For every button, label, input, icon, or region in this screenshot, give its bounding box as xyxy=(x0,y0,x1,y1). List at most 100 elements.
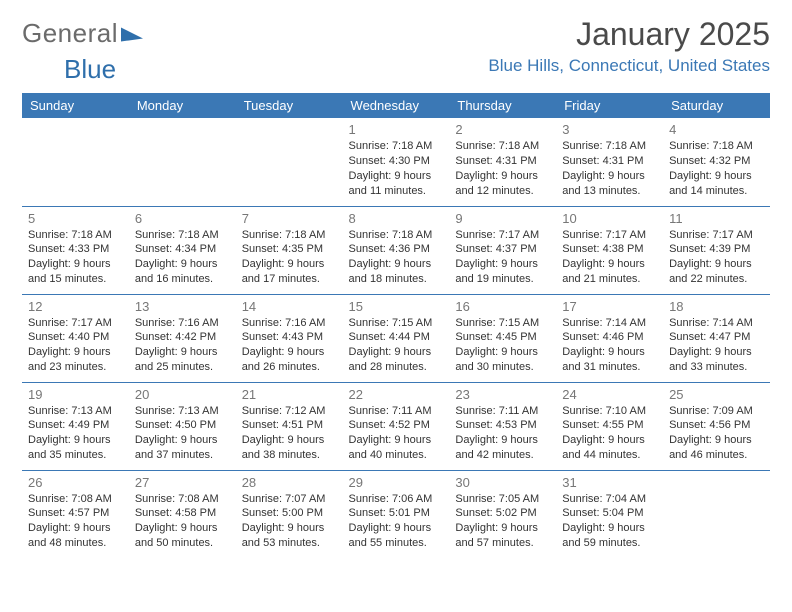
day-number: 16 xyxy=(455,299,550,314)
daylight-line: Daylight: 9 hours and 44 minutes. xyxy=(562,434,645,461)
day-detail: Sunrise: 7:07 AMSunset: 5:00 PMDaylight:… xyxy=(242,492,337,551)
sunset-line: Sunset: 4:57 PM xyxy=(28,507,109,519)
day-number: 20 xyxy=(135,387,230,402)
calendar-day-cell: 30Sunrise: 7:05 AMSunset: 5:02 PMDayligh… xyxy=(449,470,556,558)
logo-text-general: General xyxy=(22,18,118,49)
col-header: Saturday xyxy=(663,93,770,118)
daylight-line: Daylight: 9 hours and 12 minutes. xyxy=(455,170,538,197)
sunrise-line: Sunrise: 7:16 AM xyxy=(135,317,219,329)
sunset-line: Sunset: 4:51 PM xyxy=(242,419,323,431)
sunset-line: Sunset: 4:37 PM xyxy=(455,243,536,255)
daylight-line: Daylight: 9 hours and 55 minutes. xyxy=(349,522,432,549)
calendar-header-row: Sunday Monday Tuesday Wednesday Thursday… xyxy=(22,93,770,118)
sunset-line: Sunset: 5:04 PM xyxy=(562,507,643,519)
sunset-line: Sunset: 4:33 PM xyxy=(28,243,109,255)
title-block: January 2025 Blue Hills, Connecticut, Un… xyxy=(488,18,770,76)
sunrise-line: Sunrise: 7:18 AM xyxy=(135,229,219,241)
day-detail: Sunrise: 7:11 AMSunset: 4:52 PMDaylight:… xyxy=(349,404,444,463)
daylight-line: Daylight: 9 hours and 17 minutes. xyxy=(242,258,325,285)
calendar-day-cell: 18Sunrise: 7:14 AMSunset: 4:47 PMDayligh… xyxy=(663,294,770,382)
sunrise-line: Sunrise: 7:13 AM xyxy=(28,405,112,417)
day-detail: Sunrise: 7:18 AMSunset: 4:33 PMDaylight:… xyxy=(28,228,123,287)
day-number: 26 xyxy=(28,475,123,490)
logo-triangle-icon xyxy=(121,24,143,41)
calendar-week-row: 26 Sunrise: 7:08 AM Sunset: 4:57 PM Dayligh… xyxy=(22,470,770,558)
calendar-day-cell: 3Sunrise: 7:18 AMSunset: 4:31 PMDaylight… xyxy=(556,118,663,206)
sunset-line: Sunset: 4:56 PM xyxy=(669,419,750,431)
day-detail: Sunrise: 7:17 AMSunset: 4:40 PMDaylight:… xyxy=(28,316,123,375)
daylight-line: Daylight: 9 hours and 59 minutes. xyxy=(562,522,645,549)
daylight-line: Daylight: 9 hours and 50 minutes. xyxy=(135,522,218,549)
daylight-line: Daylight: 9 hours and 30 minutes. xyxy=(455,346,538,373)
day-detail: Sunrise: 7:17 AMSunset: 4:37 PMDaylight:… xyxy=(455,228,550,287)
day-detail: Sunrise: 7:10 AMSunset: 4:55 PMDaylight:… xyxy=(562,404,657,463)
sunrise-line: Sunrise: 7:09 AM xyxy=(669,405,753,417)
sunset-line: Sunset: 4:30 PM xyxy=(349,155,430,167)
calendar-day-cell: 12Sunrise: 7:17 AMSunset: 4:40 PMDayligh… xyxy=(22,294,129,382)
day-number: 29 xyxy=(349,475,444,490)
day-number: 27 xyxy=(135,475,230,490)
sunset-line: Sunset: 4:39 PM xyxy=(669,243,750,255)
day-number: 1 xyxy=(349,122,444,137)
day-number: 28 xyxy=(242,475,337,490)
sunrise-line: Sunrise: 7:14 AM xyxy=(562,317,646,329)
sunset-line: Sunset: 5:02 PM xyxy=(455,507,536,519)
day-detail: Sunrise: 7:04 AM Sunset: 5:04 PM Daylight:… xyxy=(562,492,657,551)
day-detail: Sunrise: 7:09 AMSunset: 4:56 PMDaylight:… xyxy=(669,404,764,463)
day-number: 13 xyxy=(135,299,230,314)
daylight-line: Daylight: 9 hours and 28 minutes. xyxy=(349,346,432,373)
day-detail: Sunrise: 7:16 AMSunset: 4:43 PMDaylight:… xyxy=(242,316,337,375)
calendar-day-cell xyxy=(663,470,770,558)
col-header: Friday xyxy=(556,93,663,118)
calendar-day-cell: 20 Sunrise: 7:13 AMSunset: 4:50 PMDayligh… xyxy=(129,382,236,470)
daylight-line: Daylight: 9 hours and 21 minutes. xyxy=(562,258,645,285)
sunrise-line: Sunrise: 7:18 AM xyxy=(242,229,326,241)
calendar-day-cell: 5Sunrise: 7:18 AMSunset: 4:33 PMDaylight… xyxy=(22,206,129,294)
sunrise-line: Sunrise: 7:04 AM xyxy=(562,493,646,505)
sunrise-line: Sunrise: 7:08 AM xyxy=(135,493,219,505)
day-detail: Sunrise: 7:06 AMSunset: 5:01 PMDaylight:… xyxy=(349,492,444,551)
daylight-line: Daylight: 9 hours and 23 minutes. xyxy=(28,346,111,373)
daylight-line: Daylight: 9 hours and 48 minutes. xyxy=(28,522,111,549)
daylight-line: Daylight: 9 hours and 53 minutes. xyxy=(242,522,325,549)
col-header: Wednesday xyxy=(343,93,450,118)
day-number: 31 xyxy=(562,475,657,490)
day-number: 4 xyxy=(669,122,764,137)
calendar-day-cell: 11Sunrise: 7:17 AMSunset: 4:39 PMDayligh… xyxy=(663,206,770,294)
calendar-day-cell: 19Sunrise: 7:13 AMSunset: 4:49 PMDayligh… xyxy=(22,382,129,470)
sunset-line: Sunset: 5:01 PM xyxy=(349,507,430,519)
day-detail: Sunrise: 7:05 AMSunset: 5:02 PMDaylight:… xyxy=(455,492,550,551)
day-detail: Sunrise: 7:13 AMSunset: 4:49 PMDaylight:… xyxy=(28,404,123,463)
sunset-line: Sunset: 4:34 PM xyxy=(135,243,216,255)
sunset-line: Sunset: 4:55 PM xyxy=(562,419,643,431)
sunset-line: Sunset: 4:52 PM xyxy=(349,419,430,431)
day-detail: Sunrise: 7:18 AMSunset: 4:35 PMDaylight:… xyxy=(242,228,337,287)
day-number: 8 xyxy=(349,211,444,226)
day-detail: Sunrise: 7:17 AMSunset: 4:39 PMDaylight:… xyxy=(669,228,764,287)
logo: General xyxy=(22,18,143,49)
calendar-day-cell: 7 Sunrise: 7:18 AMSunset: 4:35 PMDaylight… xyxy=(236,206,343,294)
daylight-line: Daylight: 9 hours and 57 minutes. xyxy=(455,522,538,549)
sunrise-line: Sunrise: 7:14 AM xyxy=(669,317,753,329)
calendar-day-cell: 25Sunrise: 7:09 AMSunset: 4:56 PMDayligh… xyxy=(663,382,770,470)
calendar-day-cell: 14Sunrise: 7:16 AMSunset: 4:43 PMDayligh… xyxy=(236,294,343,382)
daylight-line: Daylight: 9 hours and 31 minutes. xyxy=(562,346,645,373)
day-detail: Sunrise: 7:13 AMSunset: 4:50 PMDaylight:… xyxy=(135,404,230,463)
sunrise-line: Sunrise: 7:17 AM xyxy=(455,229,539,241)
calendar-day-cell: 28 Sunrise: 7:07 AMSunset: 5:00 PMDayligh… xyxy=(236,470,343,558)
sunrise-line: Sunrise: 7:13 AM xyxy=(135,405,219,417)
sunrise-line: Sunrise: 7:18 AM xyxy=(28,229,112,241)
day-number: 7 xyxy=(242,211,337,226)
calendar-day-cell: 10Sunrise: 7:17 AMSunset: 4:38 PMDayligh… xyxy=(556,206,663,294)
day-number: 10 xyxy=(562,211,657,226)
sunset-line: Sunset: 4:49 PM xyxy=(28,419,109,431)
sunset-line: Sunset: 4:31 PM xyxy=(562,155,643,167)
daylight-line: Daylight: 9 hours and 37 minutes. xyxy=(135,434,218,461)
calendar-day-cell: 23Sunrise: 7:11 AMSunset: 4:53 PMDayligh… xyxy=(449,382,556,470)
calendar-day-cell xyxy=(236,118,343,206)
calendar-day-cell: 1Sunrise: 7:18 AMSunset: 4:30 PMDaylight… xyxy=(343,118,450,206)
sunrise-line: Sunrise: 7:12 AM xyxy=(242,405,326,417)
sunrise-line: Sunrise: 7:17 AM xyxy=(28,317,112,329)
calendar-day-cell: 26Sunrise: 7:08 AMSunset: 4:57 PMDayligh… xyxy=(22,470,129,558)
day-number: 23 xyxy=(455,387,550,402)
